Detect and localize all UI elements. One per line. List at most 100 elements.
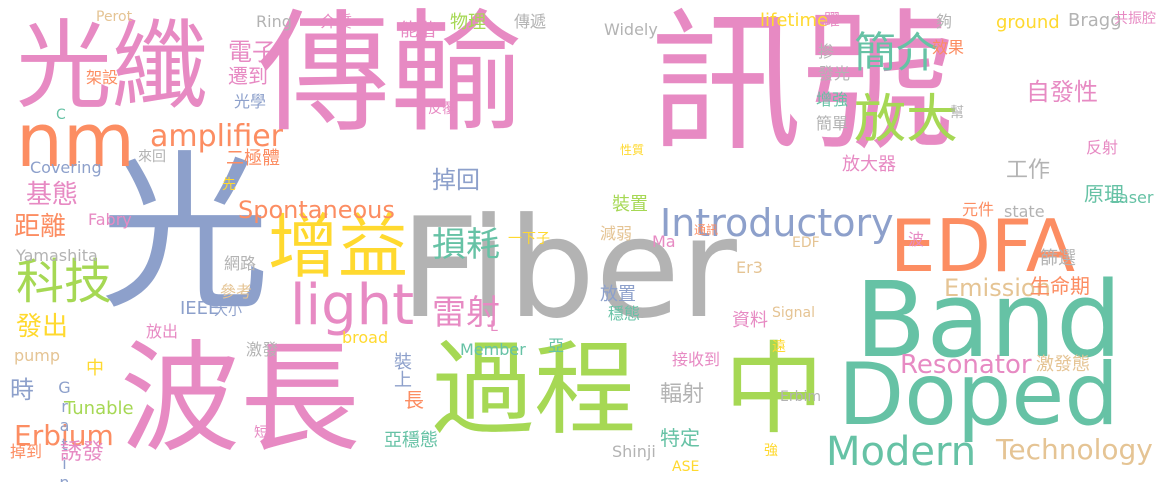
word-4: 光纖 (16, 10, 208, 122)
word-61: 強 (764, 443, 778, 459)
word-102: 裝置 (612, 194, 648, 215)
word-100: Er3 (736, 258, 763, 277)
word-94: Perot (96, 9, 133, 25)
word-32: 自發性 (1026, 78, 1098, 106)
word-82: lifetime (760, 10, 829, 31)
word-76: 反射 (1086, 138, 1119, 157)
word-44: Grating (55, 378, 74, 482)
word-113: 短 (254, 425, 268, 441)
word-72: state (1004, 202, 1045, 221)
word-36: 架設 (86, 68, 119, 87)
word-70: 篩選 (1040, 248, 1076, 269)
word-57: 特定 (660, 426, 700, 450)
word-35: 光學 (234, 92, 267, 111)
word-29: 發出 (16, 312, 69, 342)
word-106: EDF (792, 235, 820, 251)
word-39: Fabry (88, 210, 132, 229)
word-79: 發光 (818, 64, 851, 83)
word-92: 介質 (320, 12, 353, 31)
word-84: Bragg (1068, 10, 1122, 31)
word-40: Yamashita (16, 246, 98, 265)
word-112: 中 (86, 358, 104, 379)
word-54: Member (460, 340, 526, 359)
word-16: Introductory (660, 201, 894, 245)
word-98: 來回 (138, 149, 166, 165)
word-24: Emission (944, 274, 1051, 302)
word-22: Spontaneous (238, 196, 395, 224)
word-2: Fiber (400, 188, 737, 349)
word-33: 電子 (228, 38, 276, 66)
word-101: 通訊 (694, 223, 719, 237)
word-23: Technology (996, 433, 1153, 466)
word-34: 遷到 (228, 64, 268, 88)
word-89: 傳遞 (514, 12, 547, 31)
word-12: 增益 (268, 206, 408, 288)
word-65: 資料 (732, 310, 768, 331)
word-20: 損耗 (432, 225, 500, 265)
word-41: IEEE (180, 298, 220, 319)
word-85: 共振腔 (1114, 11, 1156, 27)
word-19: amplifier (150, 119, 284, 154)
word-99: C (56, 107, 66, 123)
word-86: 夠 (936, 12, 953, 31)
word-21: 雷射 (432, 293, 500, 333)
word-5: 波長 (120, 330, 360, 469)
word-74: 元件 (962, 200, 995, 219)
word-95: 反覆 (428, 101, 456, 117)
word-27: 基態 (26, 180, 79, 210)
word-105: Ma (652, 232, 676, 251)
word-25: Resonator (900, 350, 1032, 380)
word-62: 接收到 (672, 350, 721, 369)
word-78: 增強 (816, 90, 849, 109)
word-26: Erbium (14, 419, 114, 452)
word-13: light (290, 273, 415, 338)
word-63: 放置 (600, 284, 636, 305)
word-87: 躍 (824, 10, 841, 29)
word-56: 亞穩態 (384, 430, 438, 451)
word-46: 誘發 (60, 440, 105, 465)
word-64: 穩態 (608, 304, 641, 323)
word-73: Laser (1110, 188, 1154, 207)
word-18: 科技 (16, 254, 113, 310)
word-97: 先 (222, 177, 236, 193)
word-88: Widely (604, 20, 658, 39)
word-107: 波 (908, 230, 925, 249)
word-58: 輻射 (660, 382, 705, 407)
word-55: 裝上 (391, 352, 412, 388)
word-7: Band (855, 259, 1123, 381)
word-38: Covering (30, 158, 102, 177)
word-103: 減弱 (600, 224, 633, 243)
word-90: 物理 (450, 12, 486, 33)
word-9: EDFA (890, 204, 1075, 288)
word-30: 工作 (1006, 158, 1051, 183)
word-11: nm (16, 98, 135, 184)
word-53: broad (342, 328, 389, 347)
word-50: 參考 (220, 282, 253, 301)
word-31: 掉回 (432, 166, 480, 194)
word-59: Shinji (612, 442, 656, 461)
word-6: 過程 (432, 331, 636, 450)
word-8: Doped (838, 345, 1119, 445)
word-51: 網路 (224, 254, 257, 273)
word-0: 傳輸 (258, 0, 522, 151)
word-1: 訊號 (650, 0, 954, 172)
word-96: 性質 (620, 143, 645, 157)
word-109: 亞 (548, 336, 565, 355)
word-71: 原理 (1084, 182, 1124, 206)
word-48: 放出 (146, 322, 179, 341)
word-93: Ring (256, 12, 292, 31)
word-17: Modern (826, 429, 977, 475)
word-91: 能階 (400, 20, 436, 41)
word-66: Signal (772, 305, 816, 321)
word-52: 激發 (246, 340, 279, 359)
word-49: 大小 (214, 303, 242, 319)
word-28: 距離 (14, 212, 67, 242)
word-15: 簡介 (854, 28, 939, 77)
word-3: 光 (100, 136, 271, 334)
word-108: L (490, 319, 498, 335)
word-42: pump (14, 346, 61, 365)
word-47: 時 (10, 376, 34, 404)
word-114: 幫 (950, 105, 964, 121)
word-104: 一下子 (508, 231, 550, 247)
